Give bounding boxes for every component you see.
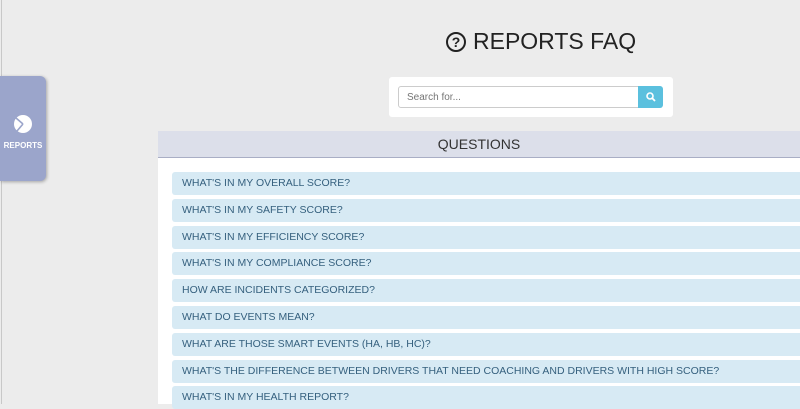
faq-question[interactable]: WHAT'S IN MY OVERALL SCORE? (172, 172, 800, 195)
questions-header: QUESTIONS (158, 131, 800, 158)
faq-question[interactable]: WHAT DO EVENTS MEAN? (172, 306, 800, 329)
faq-question[interactable]: WHAT ARE THOSE SMART EVENTS (HA, HB, HC)… (172, 332, 800, 356)
faq-question[interactable]: WHAT'S IN MY HEALTH REPORT? (172, 386, 800, 409)
faq-question[interactable]: HOW ARE INCIDENTS CATEGORIZED? (172, 279, 800, 303)
questions-panel: QUESTIONS WHAT'S IN MY OVERALL SCORE? WHA… (158, 131, 800, 409)
faq-question[interactable]: WHAT'S IN MY SAFETY SCORE? (172, 198, 800, 222)
sidebar-item-reports[interactable]: REPORTS (0, 76, 46, 181)
faq-question[interactable]: WHAT'S IN MY COMPLIANCE SCORE? (172, 252, 800, 276)
question-circle-icon: ? (446, 31, 466, 52)
search-button[interactable] (638, 86, 663, 108)
search-icon (645, 92, 656, 102)
left-divider (1, 0, 2, 404)
page-title-text: REPORTS FAQ (473, 28, 637, 54)
faq-question[interactable]: WHAT'S THE DIFFERENCE BETWEEN DRIVERS TH… (172, 359, 800, 383)
pie-chart-icon (14, 115, 32, 133)
faq-question[interactable]: WHAT'S IN MY EFFICIENCY SCORE? (172, 225, 800, 249)
sidebar-item-label: REPORTS (3, 141, 43, 150)
search-input[interactable] (398, 86, 644, 108)
search-panel (389, 77, 673, 117)
page-title: ? REPORTS FAQ (446, 28, 636, 55)
